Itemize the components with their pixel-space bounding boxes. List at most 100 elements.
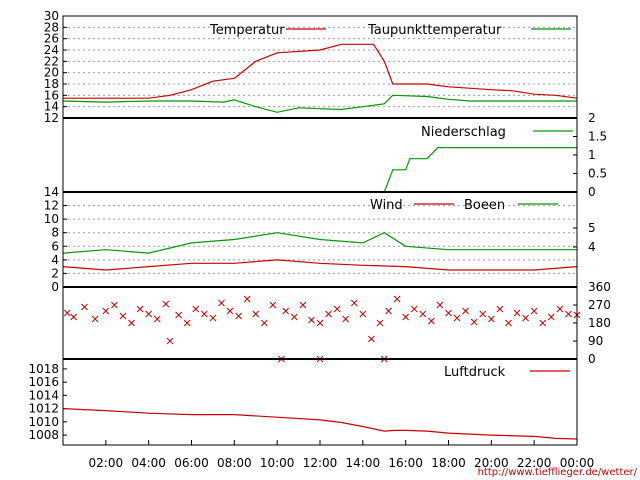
y-tick-label: 4 <box>51 253 59 267</box>
wind-direction-point <box>565 310 572 318</box>
wind-direction-point <box>410 305 418 313</box>
wind-direction-point <box>419 310 427 318</box>
y-tick-label: 1018 <box>28 362 59 376</box>
right-tick-label: 90 <box>588 334 603 348</box>
right-tick-label: 270 <box>588 298 611 312</box>
wind-direction-point <box>436 301 444 309</box>
wind-direction-point <box>513 309 521 317</box>
right-tick-label: 1 <box>588 148 596 162</box>
right-tick-label: 2 <box>588 111 596 125</box>
wind-direction-point <box>282 307 290 315</box>
wind-direction-point <box>145 310 153 318</box>
y-tick-label: 10 <box>44 212 59 226</box>
right-tick-label: 0 <box>588 185 596 199</box>
wind-direction-point <box>479 310 487 318</box>
wind-direction-point <box>183 319 191 327</box>
wind-direction-point <box>316 319 324 327</box>
wind-direction-point <box>428 317 435 325</box>
wind-direction-point <box>111 301 118 309</box>
legend-label: Niederschlag <box>421 125 506 140</box>
right-tick-label: 4 <box>588 240 596 254</box>
y-tick-label: 18 <box>44 77 59 91</box>
wind-direction-point <box>192 305 200 313</box>
x-tick-label: 00:00 <box>560 456 595 470</box>
y-tick-label: 8 <box>51 226 59 240</box>
y-tick-label: 26 <box>44 32 59 46</box>
wind-direction-point <box>299 301 307 309</box>
wind-direction-point <box>487 315 495 323</box>
wind-direction-point <box>496 305 504 313</box>
wind-direction-point <box>539 319 547 327</box>
wind-direction-point <box>522 314 529 322</box>
y-tick-label: 20 <box>44 66 59 80</box>
right-tick-label: 0.5 <box>588 167 607 181</box>
legend-label: Taupunkttemperatur <box>367 23 502 38</box>
taupunkttemperatur-line <box>62 94 577 113</box>
right-tick-label: 0 <box>588 352 596 366</box>
legend-label: Boeen <box>464 198 505 213</box>
y-tick-label: 1014 <box>28 388 59 402</box>
wind-direction-point <box>102 307 110 315</box>
y-tick-label: 28 <box>44 20 59 34</box>
wind-direction-point <box>308 316 315 324</box>
temperatur-line <box>63 43 578 99</box>
wind-direction-point <box>342 315 350 323</box>
wind-direction-point <box>209 314 217 322</box>
luftdruck-line <box>62 408 578 440</box>
x-tick-label: 02:00 <box>89 456 124 470</box>
wind-direction-point <box>200 310 208 318</box>
y-tick-label: 22 <box>44 54 59 68</box>
wind-direction-point <box>470 318 478 326</box>
wind-direction-point <box>243 295 251 303</box>
y-tick-label: 24 <box>44 43 59 57</box>
wind-direction-point <box>235 312 242 320</box>
x-tick-label: 08:00 <box>217 456 252 470</box>
y-tick-label: 1016 <box>28 375 59 389</box>
wind-direction-point <box>81 303 88 311</box>
right-tick-label: 1.5 <box>588 130 607 144</box>
x-tick-label: 06:00 <box>174 456 209 470</box>
x-tick-label: 22:00 <box>517 456 552 470</box>
y-tick-label: 14 <box>44 185 59 199</box>
wind-direction-point <box>269 301 277 309</box>
wind-direction-point <box>260 319 268 327</box>
wind-direction-point <box>162 300 170 308</box>
wind-direction-point <box>136 305 144 313</box>
y-tick-label: 1010 <box>28 415 59 429</box>
wind-direction-point <box>63 309 71 317</box>
x-tick-label: 12:00 <box>303 456 338 470</box>
wind-direction-point <box>128 319 135 327</box>
x-tick-label: 14:00 <box>346 456 381 470</box>
y-tick-label: 14 <box>44 100 59 114</box>
wind-direction-point <box>462 307 469 315</box>
right-tick-label: 5 <box>588 221 596 235</box>
wind-direction-point <box>119 312 127 320</box>
wind-direction-point <box>175 311 183 319</box>
wind-direction-point <box>252 310 260 318</box>
y-tick-label: 2 <box>51 266 59 280</box>
x-tick-label: 20:00 <box>474 456 509 470</box>
wind-direction-point <box>402 313 410 321</box>
wind-direction-point <box>290 313 298 321</box>
y-tick-label: 16 <box>44 88 59 102</box>
y-tick-label: 6 <box>51 239 59 253</box>
wind-direction-point <box>218 299 225 307</box>
wind-direction-point <box>70 313 78 321</box>
y-tick-label: 1012 <box>28 402 59 416</box>
wind-direction-point <box>153 315 161 323</box>
wind-direction-point <box>359 310 367 318</box>
wind-direction-point <box>376 319 384 327</box>
y-tick-label: 0 <box>51 280 59 294</box>
source-credit: http://www.tiefflieger.de/wetter/ <box>478 467 638 478</box>
wind-line <box>62 259 578 271</box>
y-tick-label: 30 <box>44 9 59 23</box>
wind-direction-point <box>368 335 375 343</box>
wind-direction-point <box>530 307 538 315</box>
legend-label: Wind <box>370 198 403 213</box>
wind-direction-point <box>91 315 99 323</box>
y-tick-label: 12 <box>44 111 59 125</box>
right-tick-label: 180 <box>588 316 611 330</box>
wind-direction-point <box>333 305 341 313</box>
legend-label: Temperatur <box>209 23 285 38</box>
